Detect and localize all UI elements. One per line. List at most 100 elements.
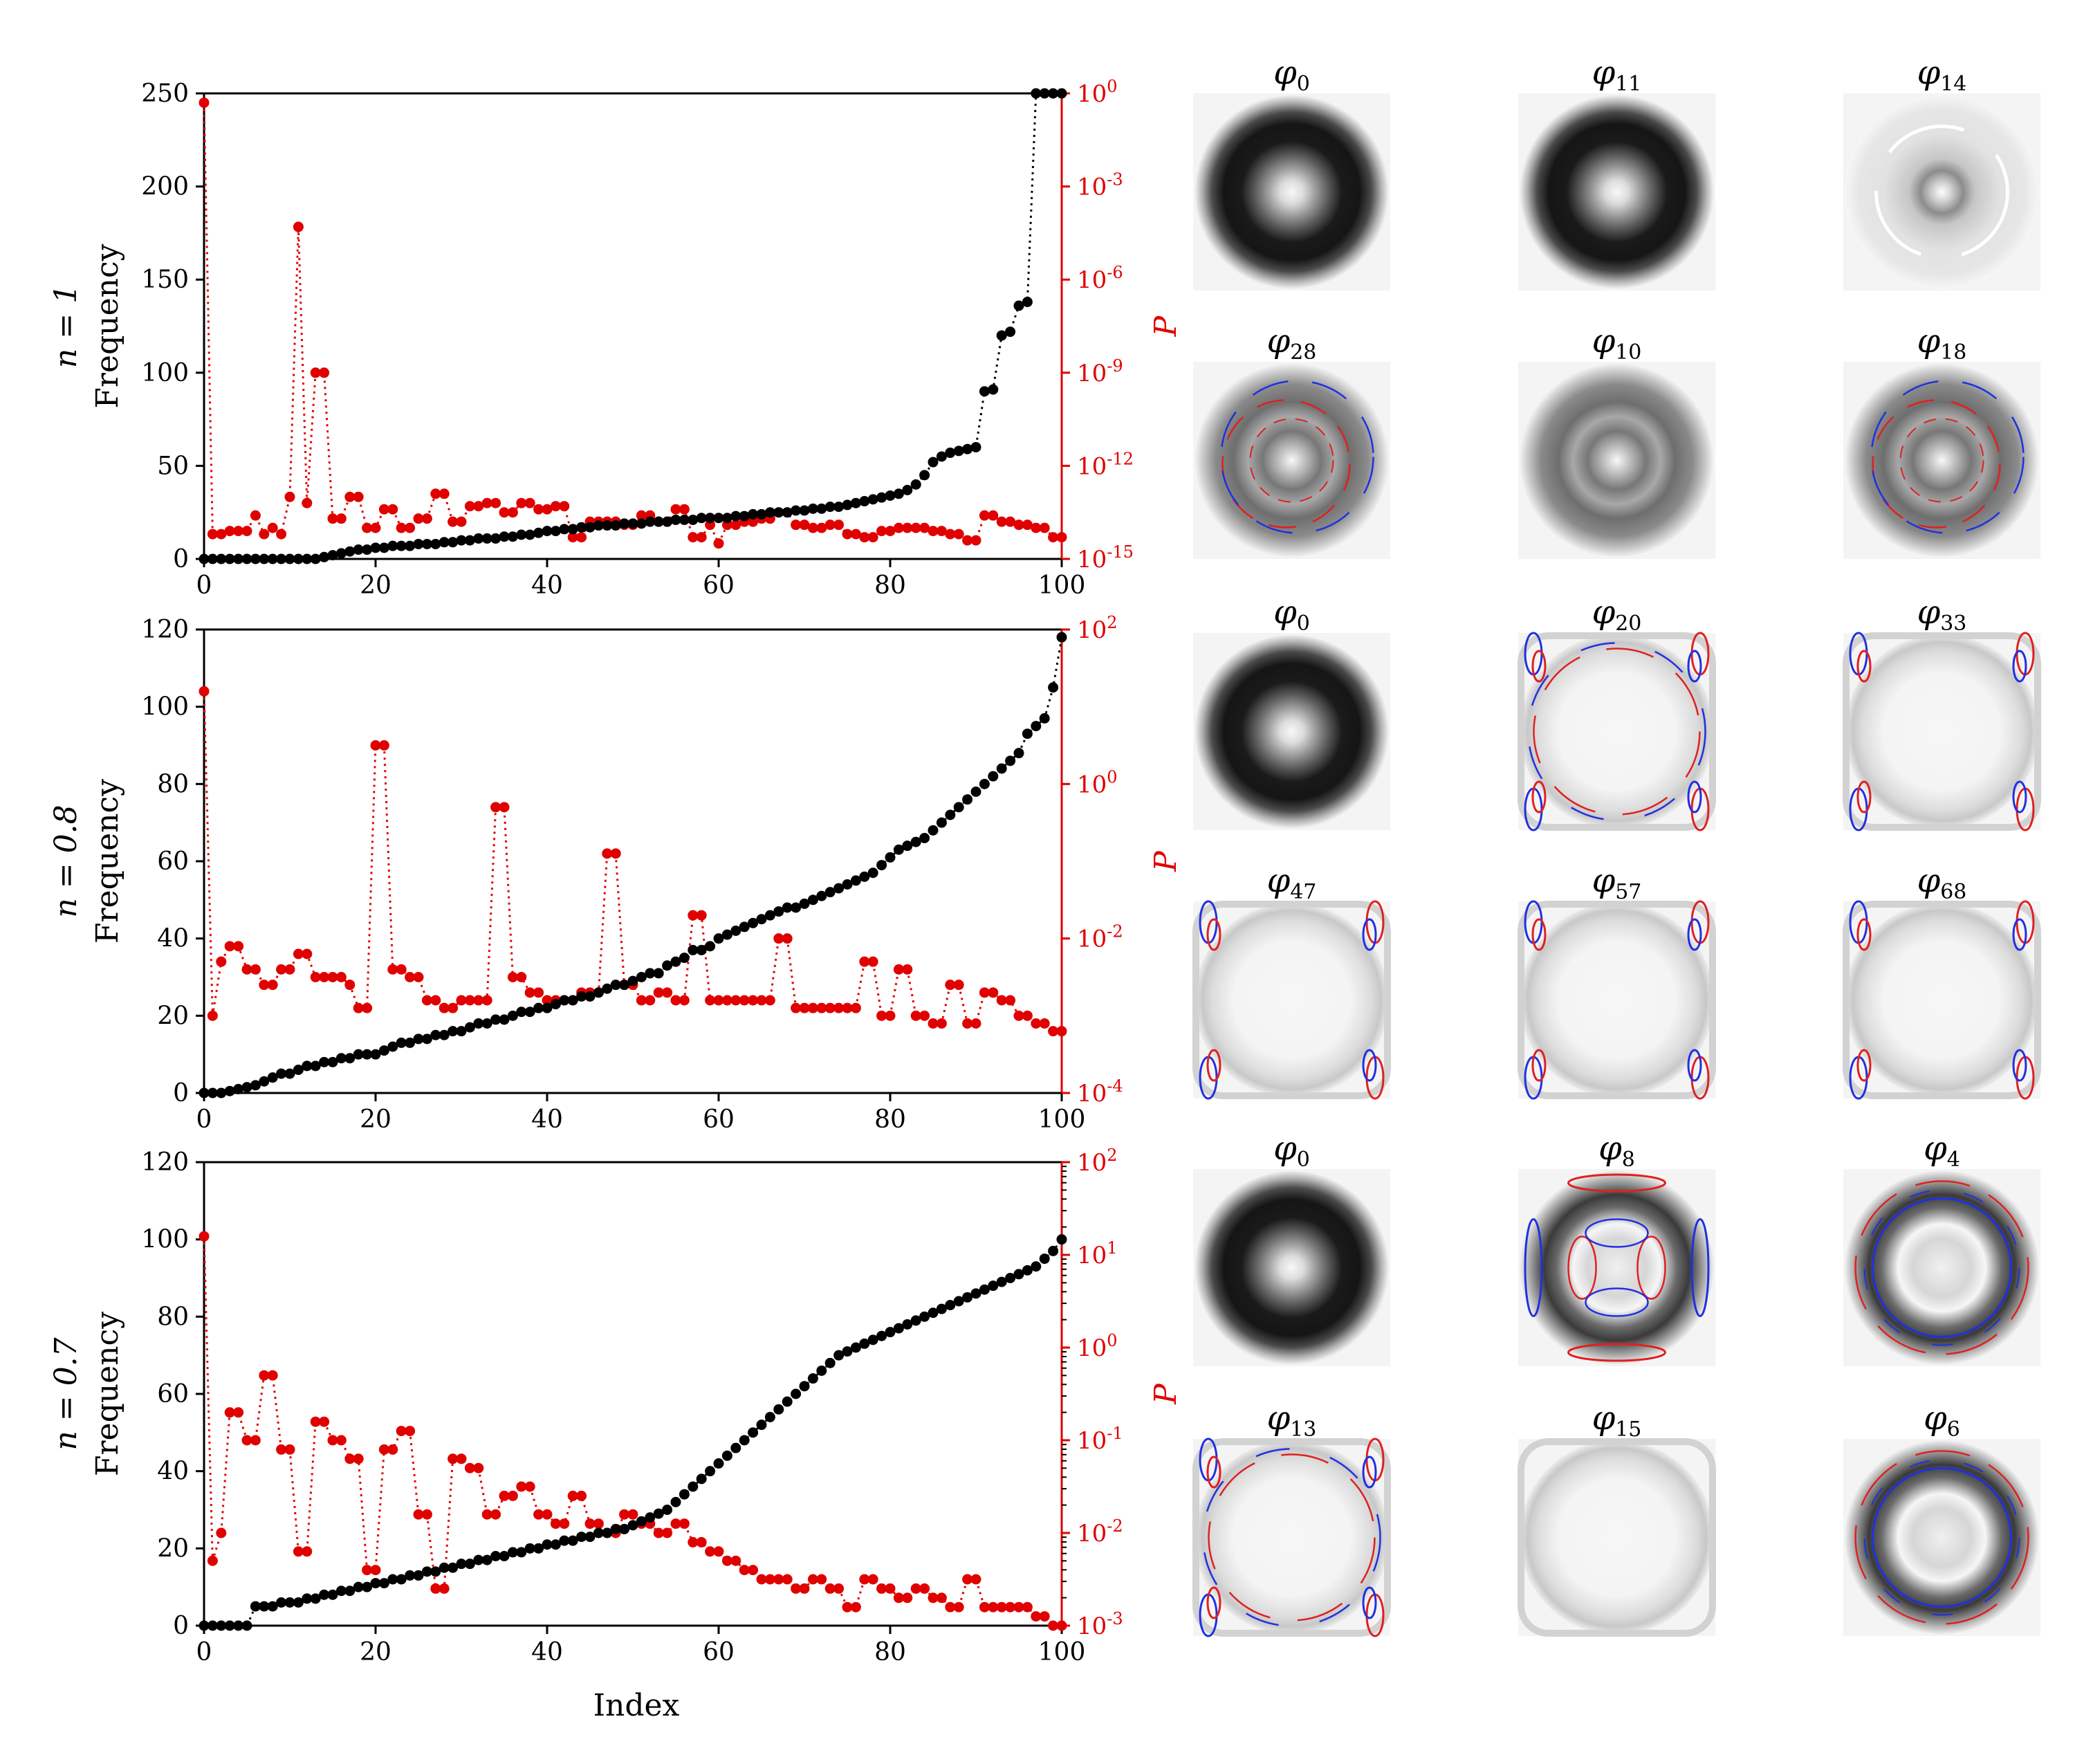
power-point [335, 972, 347, 982]
mode-title: φ13 [1267, 1399, 1317, 1442]
chart-panel-2: 0 20 40 60 80 100 0 20 40 60 80 100 120 10-3 10-2 10-1 1… [48, 1146, 1183, 1666]
power-point [542, 504, 553, 515]
frequency-point [782, 902, 793, 913]
power-point [310, 367, 321, 378]
mode-field [1195, 1440, 1389, 1635]
power-point [542, 1509, 553, 1520]
contour-vortex [1856, 780, 1872, 814]
y-axis-label: Frequency [90, 779, 125, 944]
frequency-point [319, 551, 330, 562]
power-point [842, 1601, 853, 1613]
power-point [782, 933, 793, 944]
frequency-point [807, 894, 818, 906]
frequency-point [1031, 721, 1042, 732]
y2-tick-label: 10-3 [1077, 1609, 1123, 1640]
power-point [207, 529, 218, 540]
power-point [1031, 522, 1042, 533]
y-tick-label: 50 [157, 452, 189, 480]
power-point [267, 1370, 278, 1381]
mode-title: φ20 [1592, 593, 1642, 636]
power-point [602, 848, 613, 859]
power-point [533, 987, 544, 998]
x-tick-label: 0 [196, 1638, 212, 1666]
power-point [764, 995, 775, 1006]
y2-axis-label: P [1148, 315, 1183, 337]
power-point [550, 1518, 561, 1529]
power-point [259, 1370, 270, 1381]
power-point [576, 1490, 587, 1501]
contour-vortex [1362, 1049, 1377, 1082]
power-point [439, 1002, 450, 1013]
frequency-point [945, 809, 956, 820]
power-point [791, 1583, 802, 1594]
frequency-point [979, 386, 990, 397]
frequency-point [413, 1570, 424, 1581]
power-point [507, 507, 518, 518]
mode-title: φ15 [1592, 1399, 1642, 1442]
frequency-point [876, 1330, 887, 1341]
power-point [893, 964, 904, 975]
frequency-point [885, 1327, 896, 1338]
power-point [928, 1018, 939, 1029]
frequency-point [293, 553, 304, 564]
frequency-point [953, 1296, 964, 1307]
power-point [387, 964, 398, 975]
power-point [319, 1416, 330, 1427]
power-point [919, 1010, 930, 1021]
frequency-point [721, 929, 732, 940]
frequency-point [490, 533, 501, 544]
frequency-point [867, 867, 878, 879]
y2-tick-label: 101 [1077, 1238, 1118, 1269]
frequency-point [816, 1366, 827, 1376]
power-point [464, 501, 475, 512]
frequency-point [1048, 88, 1059, 99]
frequency-point [319, 1056, 330, 1067]
frequency-point [1005, 755, 1016, 766]
frequency-point [730, 1442, 741, 1453]
contour-vortex [1531, 780, 1547, 814]
power-point [378, 1444, 389, 1455]
contour-blue [1872, 1467, 2012, 1608]
mode-panel-8: φ8 [1518, 1129, 1715, 1366]
frequency-point [233, 1620, 244, 1631]
y-tick-label: 20 [157, 1002, 189, 1030]
power-point [859, 956, 870, 967]
y2-tick-label: 10-2 [1077, 1516, 1123, 1547]
mode-panel-47: φ47 [1192, 861, 1391, 1100]
power-point [421, 1509, 432, 1520]
power-point [696, 532, 707, 543]
frequency-point [696, 944, 707, 955]
frequency-point [902, 840, 913, 852]
row-label: n = 1 [48, 284, 84, 368]
frequency-point [730, 926, 741, 936]
frequency-point [593, 1527, 604, 1538]
frequency-point [902, 1319, 913, 1330]
frequency-point [267, 1072, 278, 1083]
power-point [207, 1555, 218, 1566]
contour-red [1249, 418, 1334, 503]
mode-field [1845, 1170, 2039, 1365]
power-point [1048, 1026, 1059, 1037]
power-point [405, 522, 416, 533]
power-point [679, 995, 690, 1006]
frequency-point [670, 956, 681, 967]
frequency-point [885, 852, 896, 863]
frequency-point [662, 1505, 673, 1515]
frequency-point [919, 833, 930, 843]
contour-vortex [1206, 918, 1221, 951]
power-point [1022, 1601, 1033, 1613]
mode-title: φ8 [1598, 1129, 1635, 1172]
contour-red [1872, 399, 2001, 529]
mode-field [1845, 1440, 2039, 1635]
power-point [1013, 1010, 1024, 1021]
power-point [919, 522, 930, 533]
power-point [833, 1002, 845, 1013]
frequency-point [1031, 1261, 1042, 1272]
mode-title: φ18 [1917, 322, 1967, 365]
frequency-point [481, 1018, 492, 1029]
frequency-point [499, 1551, 510, 1561]
power-point [1022, 1010, 1033, 1021]
mode-field [1520, 903, 1714, 1097]
power-point [705, 995, 716, 1006]
power-point [953, 980, 964, 991]
